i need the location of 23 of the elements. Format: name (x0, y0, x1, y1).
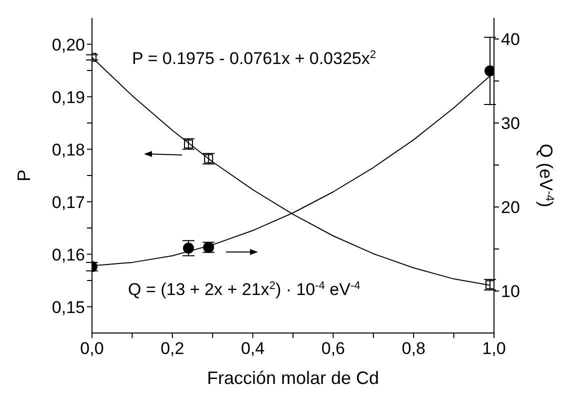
y2-tick-label: 20 (501, 198, 520, 218)
x-tick-label: 0,4 (240, 339, 265, 358)
point (485, 280, 494, 290)
y-tick-label: 0,16 (52, 245, 85, 264)
y-tick-label: 0,17 (52, 192, 85, 212)
y-tick-label: 0,19 (52, 88, 85, 107)
x-tick-label: 0,2 (160, 339, 184, 358)
point (182, 242, 194, 254)
x-tick-label: 0,0 (80, 339, 104, 358)
y2-tick-label: 10 (501, 282, 520, 302)
x-tick-label: 1,0 (482, 339, 506, 358)
x-axis-title: Fracción molar de Cd (206, 368, 380, 388)
y-tick-label: 0,18 (52, 140, 85, 160)
y-axis-title: P (14, 169, 34, 182)
y2-tick-label: 40 (501, 30, 520, 50)
annotation: Q = (13 + 2x + 21x$^{2}$) · 10$^{-4}$ eV$^{-4}$ (128, 280, 360, 299)
point (484, 65, 494, 76)
annotation: P = 0.1975 - 0.0761x + 0.0325x$^{2}$ (132, 49, 376, 68)
x-tick-label: 0,6 (321, 339, 346, 358)
y-tick-label: 0,20 (52, 35, 85, 54)
y-tick-label: 0,15 (52, 298, 85, 317)
y2-tick-label: 30 (501, 114, 520, 134)
x-tick-label: 0,8 (402, 339, 426, 358)
